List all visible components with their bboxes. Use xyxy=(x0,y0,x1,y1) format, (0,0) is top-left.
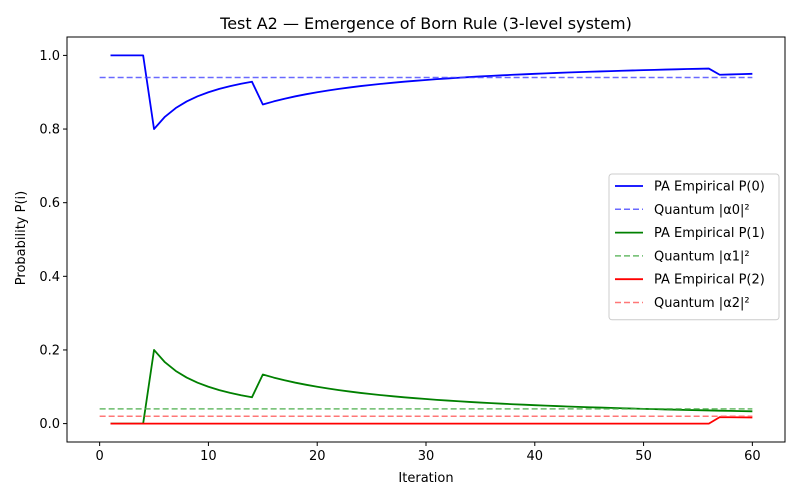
y-tick-label: 0.0 xyxy=(39,417,60,432)
plot-area xyxy=(99,54,753,425)
y-tick-label: 0.2 xyxy=(39,343,60,358)
legend-label-4: Quantum |α1|² xyxy=(654,249,750,264)
series-line-5 xyxy=(110,416,753,425)
x-tick-label: 60 xyxy=(744,449,761,464)
x-tick-label: 20 xyxy=(309,449,326,464)
legend-box xyxy=(608,173,780,321)
series-line-1 xyxy=(110,54,753,130)
x-tick-label: 0 xyxy=(95,449,103,464)
legend: PA Empirical P(0) Quantum |α0|² PA Empiric… xyxy=(608,173,780,321)
y-axis-label: Probability P(i) xyxy=(14,191,29,285)
legend-label-5: PA Empirical P(2) xyxy=(654,273,765,288)
y-tick-label: 0.8 xyxy=(39,123,60,138)
legend-label-1: PA Empirical P(0) xyxy=(654,180,765,195)
legend-label-3: PA Empirical P(1) xyxy=(654,226,765,241)
axes: 0 10 20 30 40 50 60 0.0 0.2 0.4 0.6 0.8 1.0 xyxy=(39,36,786,464)
x-tick-label: 40 xyxy=(527,449,544,464)
legend-label-2: Quantum |α0|² xyxy=(654,203,750,218)
y-tick-label: 1.0 xyxy=(39,49,60,64)
x-tick-label: 50 xyxy=(635,449,652,464)
y-tick-label: 0.4 xyxy=(39,270,60,285)
x-tick-label: 10 xyxy=(200,449,217,464)
legend-label-6: Quantum |α2|² xyxy=(654,296,750,311)
x-tick-label: 30 xyxy=(418,449,435,464)
x-axis-label: Iteration xyxy=(398,471,453,486)
chart-title: Test A2 — Emergence of Born Rule (3-leve… xyxy=(219,14,632,33)
y-tick-label: 0.6 xyxy=(39,196,60,211)
